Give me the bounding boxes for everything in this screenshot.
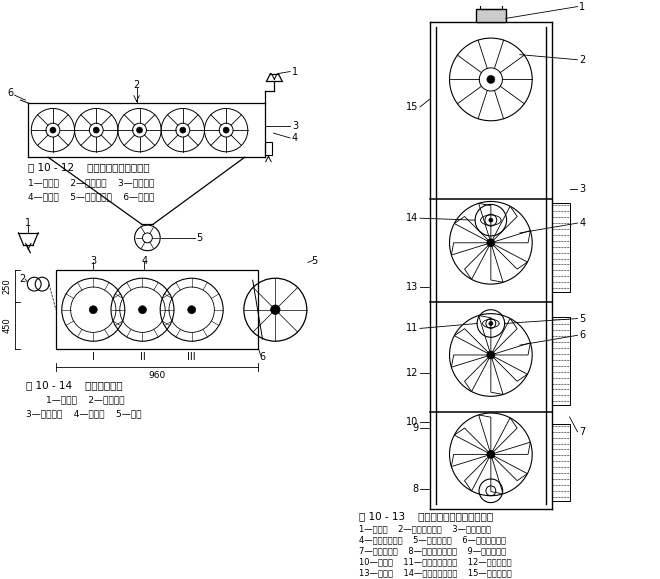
Text: 13—排杂口    14—上层螺旋输送器    15—上层排杂网: 13—排杂口 14—上层螺旋输送器 15—上层排杂网 [359,568,512,577]
Text: 6: 6 [259,352,265,362]
Text: 7—下层出料口    8—下层螺旋输送器    9—下层排杂网: 7—下层出料口 8—下层螺旋输送器 9—下层排杂网 [359,547,506,555]
Text: 7: 7 [579,427,585,437]
Circle shape [271,305,280,314]
Text: 3: 3 [90,255,96,266]
Circle shape [489,218,493,222]
Text: 图 10 - 13    三层式螺旋钉齿滚筒清理机: 图 10 - 13 三层式螺旋钉齿滚筒清理机 [359,511,493,521]
Bar [476,9,506,23]
Text: II: II [140,352,145,362]
Text: 1—进料斗    2—钉齿滚筒    3—格条匠底: 1—进料斗 2—钉齿滚筒 3—格条匠底 [28,178,154,187]
Bar [552,317,570,405]
Circle shape [93,127,99,133]
Text: 3: 3 [292,121,298,131]
Text: 图 10 - 12    五辊钉齿滚筒清理机图: 图 10 - 12 五辊钉齿滚筒清理机图 [28,162,150,172]
Text: 5: 5 [579,314,585,324]
Text: III: III [187,352,196,362]
Bar [265,142,273,155]
Text: 9: 9 [412,423,418,433]
Circle shape [180,127,185,133]
Text: 15: 15 [406,102,418,112]
Bar [552,424,570,501]
Text: I: I [92,352,94,362]
Text: 4—中层扇条滚筒    5—中层出料口    6—下层扇条滚筒: 4—中层扇条滚筒 5—中层出料口 6—下层扇条滚筒 [359,536,506,544]
Text: 14: 14 [406,213,418,223]
Text: 5: 5 [312,255,318,266]
Text: 2: 2 [133,80,140,90]
Text: 图 10 - 14    开不孕子机图: 图 10 - 14 开不孕子机图 [26,380,123,390]
Text: 4: 4 [292,133,298,143]
Bar [480,1,502,9]
Text: 250: 250 [2,278,11,294]
Text: 13: 13 [406,282,418,292]
Text: 10: 10 [406,417,418,427]
Text: 1—喂料口    2—喂料罗拉: 1—喂料口 2—喂料罗拉 [46,396,125,405]
Text: 12: 12 [406,368,418,378]
Circle shape [89,306,97,314]
Text: 5: 5 [197,233,203,243]
Text: 4: 4 [579,218,585,228]
Circle shape [487,351,495,359]
Text: 11: 11 [406,324,418,334]
Text: 4: 4 [141,255,147,266]
Text: 1: 1 [579,2,585,12]
Text: 10—排杂口    11—中层螺旋输送器    12—中层排杂网: 10—排杂口 11—中层螺旋输送器 12—中层排杂网 [359,557,512,566]
Text: 6: 6 [579,330,585,340]
Bar [56,270,257,349]
Text: 2: 2 [579,55,585,65]
Text: 3—齿条滚筒    4—挡风板    5—尘笼: 3—齿条滚筒 4—挡风板 5—尘笼 [26,409,142,419]
Text: 3: 3 [579,184,585,193]
Circle shape [487,75,495,83]
Circle shape [50,127,56,133]
Circle shape [223,127,229,133]
Text: 1: 1 [25,218,32,228]
Text: 1: 1 [292,67,298,76]
Circle shape [487,450,495,459]
Circle shape [187,306,195,314]
Text: 1—进料口    2—螺旋钉齿滚筒    3—上层出料口: 1—进料口 2—螺旋钉齿滚筒 3—上层出料口 [359,525,491,534]
Circle shape [139,306,147,314]
Circle shape [487,239,495,247]
Text: 4—出料口    5—螺旋输送器    6—导向板: 4—出料口 5—螺旋输送器 6—导向板 [28,192,154,201]
Text: 450: 450 [2,317,11,334]
Text: 960: 960 [148,371,166,380]
Text: 2: 2 [19,274,26,284]
Circle shape [137,127,143,133]
Circle shape [489,321,493,325]
Bar [552,203,570,292]
Text: 8: 8 [412,484,418,494]
Text: 6: 6 [7,88,14,98]
